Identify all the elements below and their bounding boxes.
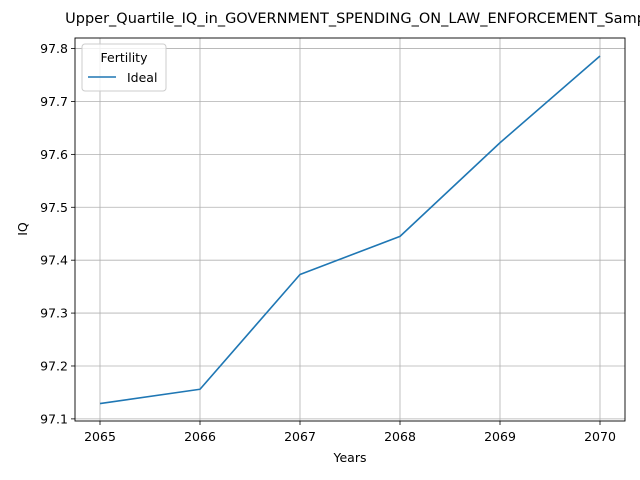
legend-entry-ideal: Ideal <box>127 70 157 85</box>
grid-lines <box>75 38 625 421</box>
y-tick-label: 97.8 <box>40 41 68 56</box>
y-tick-label: 97.3 <box>40 306 68 321</box>
legend-title: Fertility <box>101 50 149 65</box>
x-tick-label: 2067 <box>284 429 316 444</box>
y-tick-label: 97.5 <box>40 200 68 215</box>
y-tick-label: 97.2 <box>40 358 68 373</box>
y-tick-label: 97.7 <box>40 94 68 109</box>
y-tick-label: 97.4 <box>40 253 68 268</box>
x-axis-label: Years <box>333 450 367 465</box>
x-tick-label: 2070 <box>584 429 616 444</box>
y-tick-label: 97.6 <box>40 147 68 162</box>
plot-frame <box>74 37 626 422</box>
x-tick-label: 2069 <box>484 429 516 444</box>
series-line-ideal <box>99 55 601 405</box>
x-tick-label: 2068 <box>384 429 416 444</box>
legend: Fertility Ideal <box>81 43 167 92</box>
x-tick-label: 2065 <box>84 429 116 444</box>
chart-title: Upper_Quartile_IQ_in_GOVERNMENT_SPENDING… <box>65 11 640 27</box>
y-axis: 97.1 97.2 97.3 97.4 97.5 97.6 97.7 97.8 <box>40 41 75 426</box>
y-axis-label: IQ <box>15 222 30 236</box>
x-axis: 2065 2066 2067 2068 2069 2070 <box>84 421 616 444</box>
x-tick-label: 2066 <box>184 429 216 444</box>
y-tick-label: 97.1 <box>40 411 68 426</box>
legend-box <box>81 43 167 92</box>
series-layer <box>99 55 601 405</box>
